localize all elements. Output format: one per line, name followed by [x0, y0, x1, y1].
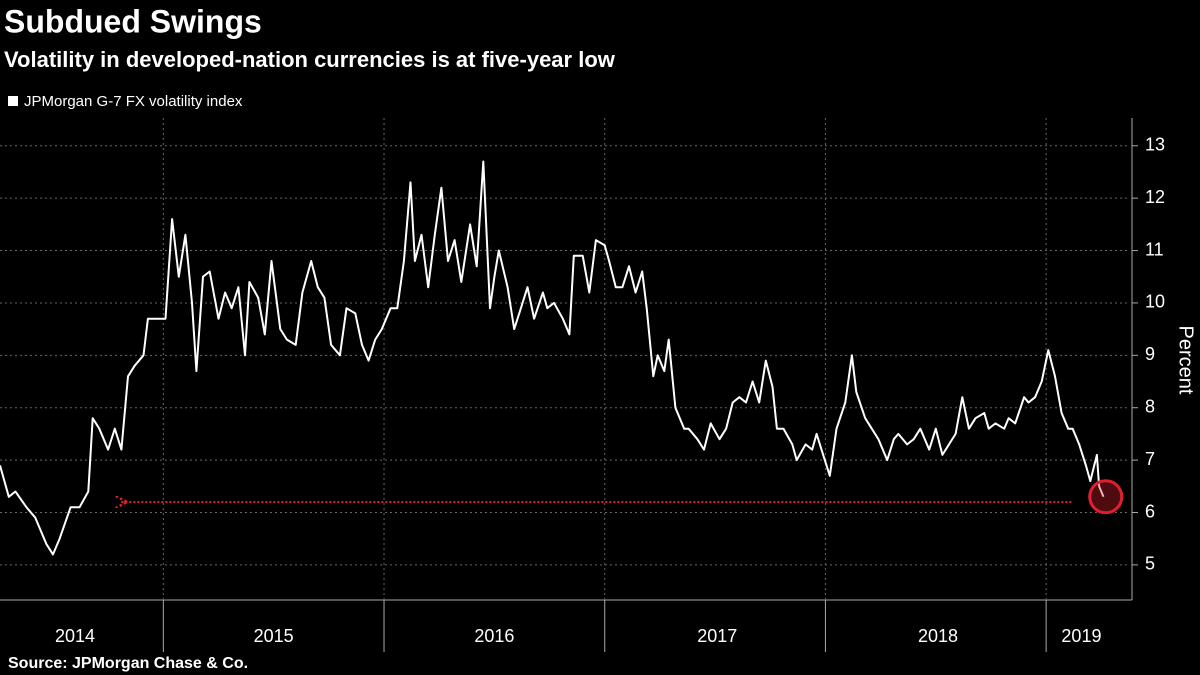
y-tick-label: 11	[1145, 239, 1164, 259]
y-tick-label: 5	[1145, 554, 1155, 574]
legend-swatch	[8, 96, 18, 106]
x-tick-label: 2018	[918, 626, 958, 646]
y-tick-label: 10	[1145, 292, 1165, 312]
y-tick-label: 6	[1145, 501, 1155, 521]
source: Source: JPMorgan Chase & Co.	[8, 655, 248, 672]
x-tick-label: 2016	[474, 626, 514, 646]
legend-label: JPMorgan G-7 FX volatility index	[24, 93, 243, 110]
x-tick-label: 2014	[55, 626, 95, 646]
x-tick-label: 2017	[697, 626, 737, 646]
y-tick-label: 13	[1145, 135, 1165, 155]
x-tick-label: 2015	[254, 626, 294, 646]
y-axis-label: Percent	[1175, 326, 1197, 395]
chart-title: Subdued Swings	[4, 3, 262, 39]
y-tick-label: 12	[1145, 187, 1165, 207]
y-tick-label: 8	[1145, 396, 1155, 416]
chart-subtitle: Volatility in developed-nation currencie…	[4, 47, 616, 72]
highlight-circle	[1088, 479, 1124, 515]
y-tick-label: 7	[1145, 449, 1155, 469]
line	[0, 160, 1105, 556]
x-tick-label: 2019	[1061, 626, 1101, 646]
y-tick-label: 9	[1145, 344, 1155, 364]
